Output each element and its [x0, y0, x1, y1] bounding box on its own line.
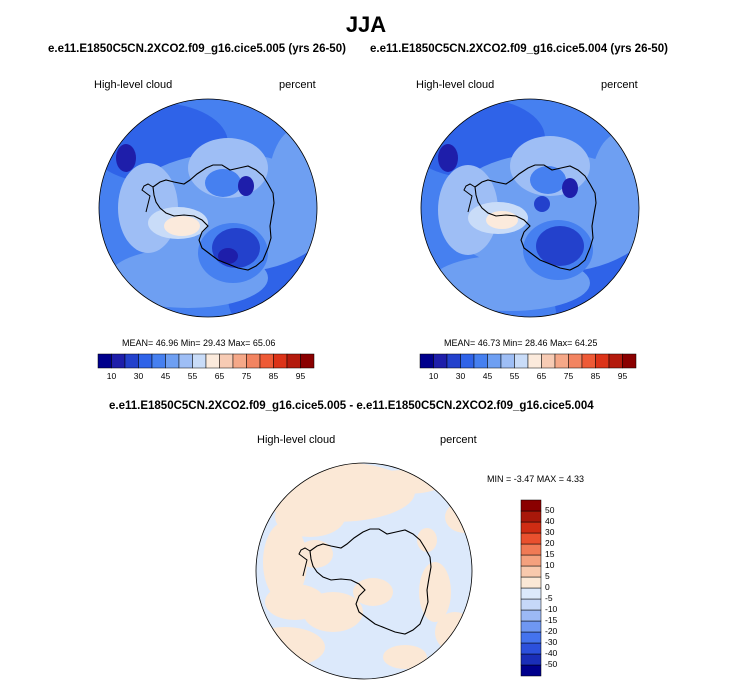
colorbar-swatch	[300, 353, 315, 369]
diff-panel-case-title: e.e11.E1850C5CN.2XCO2.f09_g16.cice5.005 …	[109, 400, 594, 412]
colorbar-tick-label: 85	[590, 371, 601, 381]
colorbar-tick-label: 85	[268, 371, 279, 381]
colorbar-swatch	[568, 353, 583, 369]
left-panel-units-label: percent	[279, 79, 316, 91]
colorbar-swatch	[138, 353, 153, 369]
diff-colorbar-tick-label: 15	[545, 549, 555, 559]
diff-colorbar-tick-label: 40	[545, 516, 555, 526]
diff-colorbar-tick-label: 10	[545, 560, 555, 570]
colorbar-swatch	[595, 353, 610, 369]
colorbar-swatch	[178, 353, 193, 369]
colorbar-swatch	[111, 353, 126, 369]
diff-panel-units-label: percent	[440, 434, 477, 446]
colorbar-tick-label: 95	[295, 371, 306, 381]
colorbar-swatch	[487, 353, 502, 369]
colorbar-swatch	[419, 353, 434, 369]
left-colorbar	[97, 353, 315, 369]
colorbar-swatch	[500, 353, 515, 369]
diff-colorbar-swatch	[520, 565, 542, 578]
colorbar-swatch	[446, 353, 461, 369]
diff-colorbar-swatch	[520, 653, 542, 666]
colorbar-swatch	[460, 353, 475, 369]
colorbar-tick-label: 45	[482, 371, 493, 381]
colorbar-swatch	[246, 353, 261, 369]
colorbar-tick-label: 65	[536, 371, 547, 381]
colorbar-tick-label: 75	[241, 371, 252, 381]
diff-colorbar-tick-label: -50	[545, 659, 558, 669]
colorbar-swatch	[433, 353, 448, 369]
colorbar-tick-label: 30	[133, 371, 144, 381]
diff-colorbar-swatch	[520, 532, 542, 545]
colorbar-swatch	[286, 353, 301, 369]
diff-colorbar-tick-label: 30	[545, 527, 555, 537]
diff-colorbar-swatch	[520, 587, 542, 600]
diff-colorbar-tick-label: -15	[545, 615, 558, 625]
diff-colorbar-swatch	[520, 554, 542, 567]
colorbar-swatch	[232, 353, 247, 369]
left-panel-stats: MEAN= 46.96 Min= 29.43 Max= 65.06	[122, 338, 276, 348]
colorbar-tick-label: 10	[428, 371, 439, 381]
diff-colorbar-tick-label: 50	[545, 505, 555, 515]
diff-colorbar-swatch	[520, 609, 542, 622]
diff-colorbar-tick-label: -5	[545, 593, 553, 603]
colorbar-swatch	[554, 353, 569, 369]
colorbar-swatch	[97, 353, 112, 369]
colorbar-swatch	[192, 353, 207, 369]
diff-colorbar-swatch	[520, 664, 542, 677]
diff-colorbar-tick-label: 20	[545, 538, 555, 548]
colorbar-swatch	[622, 353, 637, 369]
colorbar-swatch	[514, 353, 529, 369]
right-polar-map	[420, 98, 640, 318]
left-panel-variable-label: High-level cloud	[94, 79, 173, 91]
right-panel-stats: MEAN= 46.73 Min= 28.46 Max= 64.25	[444, 338, 598, 348]
colorbar-tick-label: 10	[106, 371, 117, 381]
colorbar-tick-label: 55	[187, 371, 198, 381]
diff-colorbar-swatch	[520, 631, 542, 644]
diff-colorbar-swatch	[520, 499, 542, 512]
right-panel-units-label: percent	[601, 79, 638, 91]
colorbar-swatch	[219, 353, 234, 369]
colorbar-tick-label: 95	[617, 371, 628, 381]
diff-colorbar-swatch	[520, 642, 542, 655]
diff-colorbar-tick-label: 0	[545, 582, 550, 592]
diff-colorbar-tick-label: -20	[545, 626, 558, 636]
diff-polar-map	[255, 462, 473, 680]
colorbar-swatch	[527, 353, 542, 369]
left-polar-map	[98, 98, 318, 318]
right-colorbar	[419, 353, 637, 369]
diff-colorbar-swatch	[520, 543, 542, 556]
diff-colorbar-tick-label: -30	[545, 637, 558, 647]
diff-colorbar-tick-label: -10	[545, 604, 558, 614]
left-panel-case-title: e.e11.E1850C5CN.2XCO2.f09_g16.cice5.005 …	[48, 43, 346, 55]
diff-colorbar-swatch	[520, 521, 542, 534]
diff-colorbar-tick-label: -40	[545, 648, 558, 658]
colorbar-swatch	[608, 353, 623, 369]
colorbar-swatch	[124, 353, 139, 369]
diff-colorbar-swatch	[520, 620, 542, 633]
diff-colorbar-swatch	[520, 598, 542, 611]
colorbar-tick-label: 30	[455, 371, 466, 381]
diff-colorbar-swatch	[520, 576, 542, 589]
colorbar-tick-label: 45	[160, 371, 171, 381]
colorbar-swatch	[541, 353, 556, 369]
diff-colorbar	[520, 499, 542, 677]
diff-panel-variable-label: High-level cloud	[257, 434, 336, 446]
colorbar-tick-label: 75	[563, 371, 574, 381]
colorbar-swatch	[205, 353, 220, 369]
colorbar-swatch	[273, 353, 288, 369]
colorbar-swatch	[259, 353, 274, 369]
colorbar-swatch	[473, 353, 488, 369]
colorbar-swatch	[165, 353, 180, 369]
diff-colorbar-swatch	[520, 510, 542, 523]
right-panel-case-title: e.e11.E1850C5CN.2XCO2.f09_g16.cice5.004 …	[370, 43, 668, 55]
colorbar-swatch	[581, 353, 596, 369]
diff-panel-stats: MIN = -3.47 MAX = 4.33	[487, 474, 585, 484]
diff-colorbar-tick-label: 5	[545, 571, 550, 581]
colorbar-tick-label: 55	[509, 371, 520, 381]
right-panel-variable-label: High-level cloud	[416, 79, 495, 91]
figure-title: JJA	[345, 12, 387, 37]
colorbar-swatch	[151, 353, 166, 369]
colorbar-tick-label: 65	[214, 371, 225, 381]
